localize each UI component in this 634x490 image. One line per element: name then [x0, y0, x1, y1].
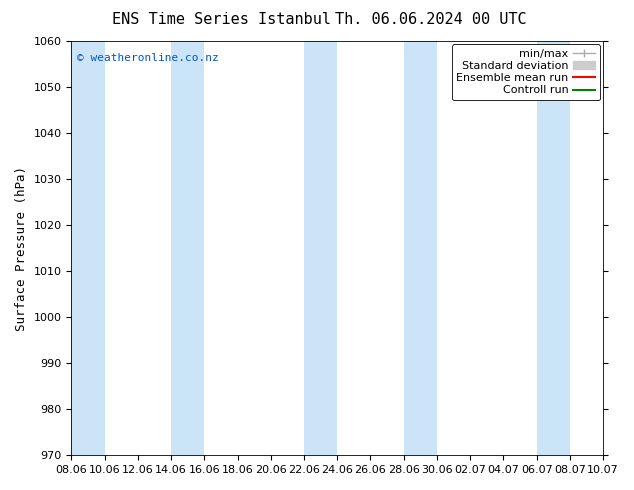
Text: © weatheronline.co.nz: © weatheronline.co.nz	[77, 53, 219, 64]
Text: ENS Time Series Istanbul: ENS Time Series Istanbul	[112, 12, 332, 27]
Bar	[171, 41, 204, 455]
Bar	[404, 41, 437, 455]
Legend: min/max, Standard deviation, Ensemble mean run, Controll run: min/max, Standard deviation, Ensemble me…	[452, 45, 600, 100]
Bar	[536, 41, 570, 455]
Bar	[304, 41, 337, 455]
Y-axis label: Surface Pressure (hPa): Surface Pressure (hPa)	[15, 166, 28, 331]
Bar	[72, 41, 105, 455]
Text: Th. 06.06.2024 00 UTC: Th. 06.06.2024 00 UTC	[335, 12, 527, 27]
